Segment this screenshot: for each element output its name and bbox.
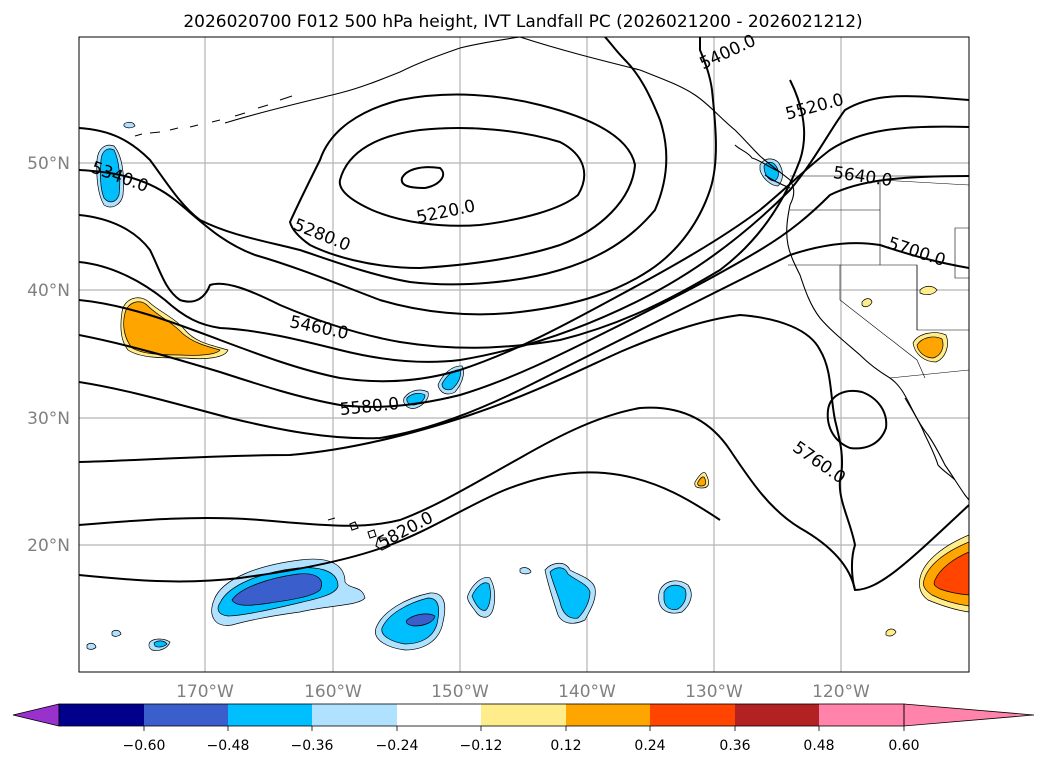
colorbar-tick-label: 0.12 — [550, 738, 581, 754]
contour-5820 — [79, 406, 856, 591]
lon-label-140w: 140°W — [558, 682, 616, 702]
contour-5400 — [79, 37, 717, 316]
contour-5700 — [79, 242, 969, 440]
aleutian-islands — [134, 95, 293, 137]
coastlines — [79, 37, 969, 551]
map-background — [79, 37, 969, 672]
colorbar-tick-labels: −0.60 −0.48 −0.36 −0.24 −0.12 0.12 0.24 … — [123, 738, 920, 754]
state-border-ca-nv — [839, 265, 926, 379]
neg-region-144w-core — [549, 567, 591, 619]
baja-peninsula — [904, 397, 956, 481]
neg-region-small-1-core — [153, 640, 168, 648]
neg-region-west-hawaii-max — [231, 573, 322, 606]
lat-label-20n: 20°N — [27, 536, 70, 556]
colorbar-bin — [481, 704, 566, 726]
lon-label-130w: 130°W — [685, 682, 743, 702]
map-frame — [78, 36, 970, 673]
lon-label-120w: 120°W — [812, 682, 870, 702]
pos-region-ne-small — [861, 298, 873, 308]
pos-region-130w-25n-core — [697, 476, 707, 487]
colorbar-bin — [228, 704, 312, 726]
colorbar-max-extension — [903, 703, 1035, 727]
colorbar-bin — [735, 704, 819, 726]
colorbar-min-extension — [12, 703, 60, 727]
colorbar: −0.60 −0.48 −0.36 −0.24 −0.12 0.12 0.24 … — [12, 703, 1035, 754]
contour-5460 — [79, 79, 806, 349]
neg-region-small-5 — [123, 121, 136, 129]
colorbar-bin — [819, 704, 904, 726]
nevada-utah-border — [916, 265, 969, 331]
lat-label-30n: 30°N — [27, 409, 70, 429]
lat-labels: 50°N 40°N 30°N 20°N — [27, 154, 70, 556]
height-contours — [79, 37, 969, 592]
pos-region-south-small — [885, 628, 897, 637]
alaska-panhandle-coast — [519, 37, 795, 206]
lon-label-160w: 160°W — [304, 682, 362, 702]
colorbar-tick-label: −0.48 — [207, 738, 250, 754]
map-content — [79, 37, 969, 672]
colorbar-tick-label: 0.36 — [719, 738, 750, 754]
alaska-coast — [79, 37, 521, 124]
contour-5760 — [79, 313, 969, 592]
colorbar-tick-label: 0.60 — [888, 738, 919, 754]
pos-region-baja-core — [916, 336, 944, 359]
neg-region-small-3 — [111, 629, 122, 637]
contour-5220 — [338, 127, 586, 227]
contour-5580 — [79, 125, 969, 383]
colorbar-bin — [144, 704, 228, 726]
contour-5640 — [79, 175, 969, 408]
contour-5280 — [288, 93, 637, 270]
lat-label-40n: 40°N — [27, 281, 70, 301]
colorbar-bin — [59, 704, 144, 726]
colorbar-tick-label: 0.24 — [634, 738, 665, 754]
neg-region-small-4 — [519, 567, 532, 575]
colorbar-frame — [58, 703, 905, 727]
colorbar-tick-label: 0.48 — [803, 738, 834, 754]
neg-region-hawaii-south-max — [406, 613, 436, 627]
contour-5880 — [79, 471, 721, 583]
contour-5760-closed — [826, 390, 888, 450]
us-mexico-border — [889, 369, 969, 379]
inland-box — [954, 227, 969, 279]
neg-region-133w-core — [663, 584, 687, 610]
colorbar-bin — [312, 704, 397, 726]
contour-5220-inner — [400, 166, 445, 190]
colorbar-bin — [566, 704, 650, 726]
lon-label-150w: 150°W — [431, 682, 489, 702]
us-west-coast — [786, 204, 969, 501]
figure-title: 2026020700 F012 500 hPa height, IVT Land… — [183, 12, 862, 32]
pos-region-east-15n-max — [933, 551, 969, 596]
colorbar-tick-label: −0.36 — [291, 738, 334, 754]
neg-region-150w-core — [471, 582, 491, 611]
colorbar-tick-label: −0.12 — [460, 738, 503, 754]
contour-5520 — [79, 95, 969, 363]
colorbar-ticks — [143, 726, 905, 731]
colorbar-bin — [397, 704, 481, 726]
colorbar-tick-label: −0.24 — [376, 738, 419, 754]
colorbar-tick-label: −0.60 — [123, 738, 166, 754]
neg-region-small-2 — [86, 642, 97, 650]
lon-labels: 170°W 160°W 150°W 140°W 130°W 120°W — [176, 682, 870, 702]
contour-5340 — [79, 37, 668, 286]
neg-region-west-50n-core — [100, 148, 121, 203]
pos-region-nevada — [919, 285, 938, 296]
lon-label-170w: 170°W — [176, 682, 234, 702]
hawaii-islands — [327, 517, 391, 551]
colorbar-bin — [650, 704, 735, 726]
lat-label-50n: 50°N — [27, 154, 70, 174]
